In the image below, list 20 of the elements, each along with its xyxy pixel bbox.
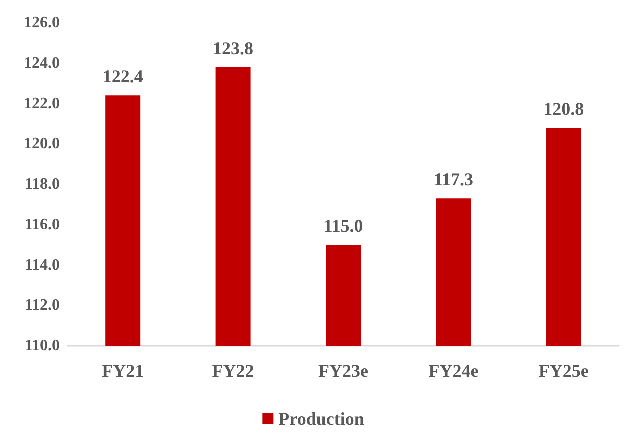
x-tick-label: FY21 — [102, 361, 144, 381]
text: 123.8 — [213, 38, 254, 58]
y-tick-label: 126.0 — [24, 14, 60, 32]
y-tick-label: 124.0 — [24, 54, 60, 72]
y-tick-label: 122.0 — [24, 95, 60, 112]
y-tick-label: 116.0 — [24, 216, 60, 234]
text: 120.8 — [544, 98, 584, 119]
y-tick-label: 110.0 — [24, 338, 60, 354]
x-tick-label: FY25e — [538, 361, 589, 381]
text: 122.4 — [102, 66, 144, 87]
y-tick-label: 120.0 — [24, 136, 60, 153]
x-tick-label: FY24e — [428, 361, 479, 381]
y-tick-label: 114.0 — [24, 256, 60, 274]
text: 117.3 — [434, 170, 474, 190]
x-tick-label: FY22 — [212, 361, 254, 381]
legend-label: Production — [278, 409, 364, 429]
text: 115.0 — [324, 216, 364, 236]
y-tick-label: 112.0 — [24, 297, 60, 314]
y-tick-label: 118.0 — [24, 176, 60, 193]
x-tick-label: FY23e — [318, 361, 368, 381]
